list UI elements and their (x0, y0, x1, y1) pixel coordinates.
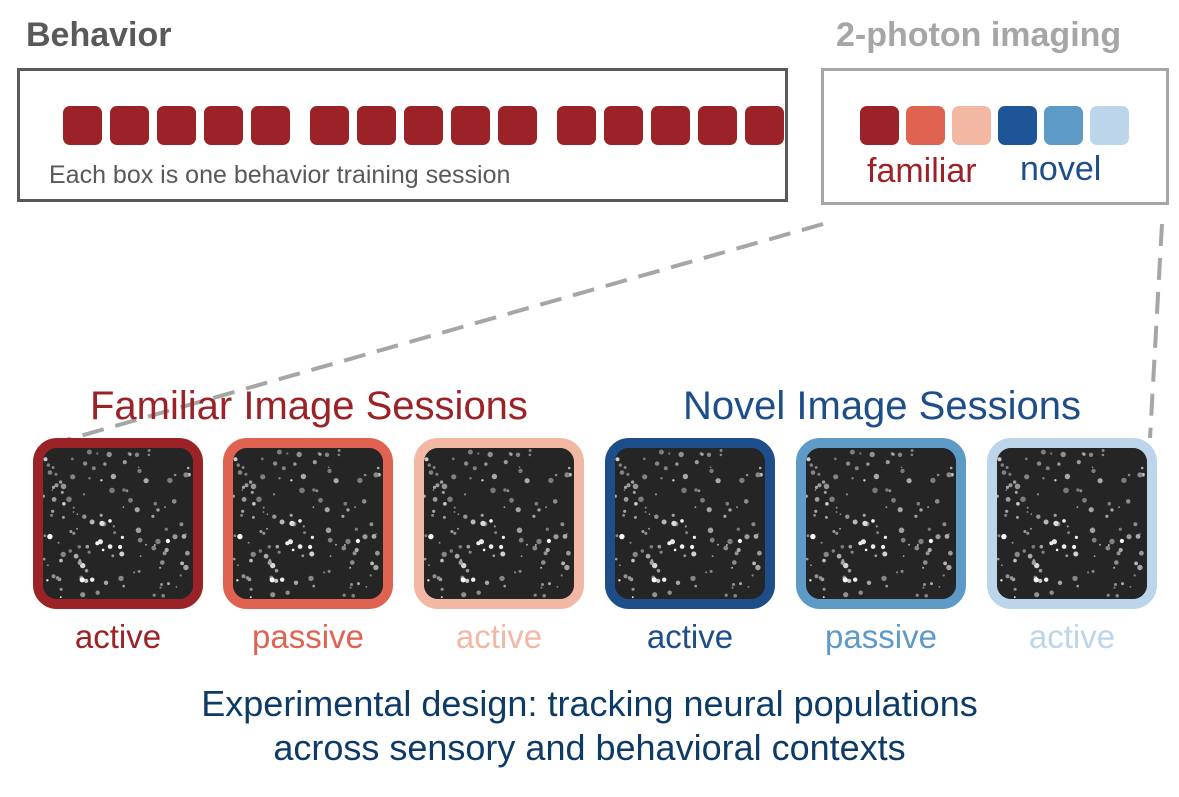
behavior-session (157, 106, 196, 145)
familiar-sessions-title: Familiar Image Sessions (90, 384, 528, 428)
novel-sessions-title: Novel Image Sessions (683, 384, 1081, 428)
session-panel-novel-passive (796, 438, 966, 609)
session-label-active: active (455, 618, 543, 655)
footer-line-1: Experimental design: tracking neural pop… (201, 683, 978, 724)
imaging-session-box: familiar novel (821, 68, 1169, 205)
imaging-session-familiar (906, 106, 945, 145)
imaging-session-novel (1044, 106, 1083, 145)
behavior-session (110, 106, 149, 145)
session-label-active: active (1028, 618, 1116, 655)
imaging-session-familiar (860, 106, 899, 145)
behavior-session (604, 106, 643, 145)
behavior-session (204, 106, 243, 145)
two-photon-field-image (43, 448, 193, 599)
session-panel-familiar-active (414, 438, 584, 609)
behavior-session (651, 106, 690, 145)
behavior-session (745, 106, 784, 145)
two-photon-field-image (997, 448, 1147, 599)
session-panel-familiar-passive (223, 438, 393, 609)
zoom-connector-right (1148, 223, 1164, 439)
session-panel-novel-active (987, 438, 1157, 609)
behavior-session-row (63, 106, 792, 145)
behavior-session (698, 106, 737, 145)
behavior-caption: Each box is one behavior training sessio… (49, 161, 511, 189)
behavior-session-box: Each box is one behavior training sessio… (17, 68, 788, 202)
session-panel-novel-active (605, 438, 775, 609)
session-label-active: active (74, 618, 162, 655)
behavior-session (310, 106, 349, 145)
imaging-session-row (860, 106, 1136, 145)
two-photon-field-image (615, 448, 765, 599)
familiar-label: familiar (867, 152, 977, 190)
novel-label: novel (1020, 150, 1102, 188)
behavior-session (404, 106, 443, 145)
two-photon-field-image (233, 448, 383, 599)
two-photon-field-image (806, 448, 956, 599)
footer-line-2: across sensory and behavioral contexts (273, 727, 906, 768)
session-label-passive: passive (252, 618, 364, 655)
session-label-passive: passive (825, 618, 937, 655)
session-label-active: active (646, 618, 734, 655)
behavior-session (557, 106, 596, 145)
session-panel-familiar-active (33, 438, 203, 609)
imaging-session-familiar (952, 106, 991, 145)
behavior-session (357, 106, 396, 145)
imaging-session-novel (1090, 106, 1129, 145)
imaging-session-novel (998, 106, 1037, 145)
behavior-session (498, 106, 537, 145)
behavior-session (451, 106, 490, 145)
two-photon-field-image (424, 448, 574, 599)
behavior-session (251, 106, 290, 145)
behavior-session (63, 106, 102, 145)
imaging-title: 2-photon imaging (836, 16, 1122, 54)
behavior-title: Behavior (26, 16, 172, 54)
